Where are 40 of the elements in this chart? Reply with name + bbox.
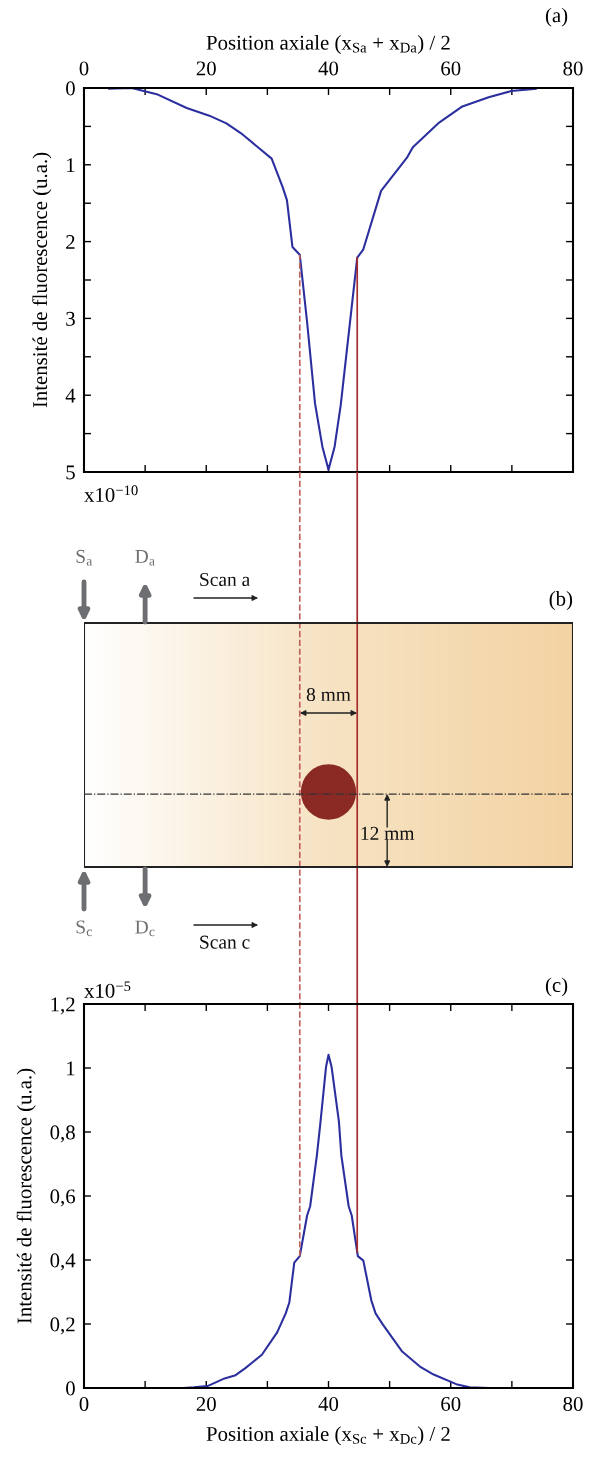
y-tick-label: 2 — [66, 235, 75, 249]
text: Scan a — [200, 572, 250, 587]
x-tick-label: 20 — [196, 61, 216, 76]
x-tick-label: 0 — [79, 1396, 89, 1411]
text: Scan c — [200, 935, 250, 949]
y-tick-label: 0,2 — [50, 1317, 75, 1335]
chart-title: (a) — [545, 7, 568, 27]
text: x10$^{−10}$ — [84, 485, 138, 502]
x-tick-label: 60 — [441, 1396, 461, 1411]
x-axis-title: Position axiale (x$_{Sa}$ + x$_{Da}$) / 2 — [206, 35, 450, 54]
x-tick-label: 40 — [318, 61, 339, 76]
text: x10$^{−5}$ — [84, 981, 131, 998]
y-tick-label: 3 — [66, 311, 75, 326]
text: S$_{a}$ — [76, 549, 93, 566]
chart-title: (c) — [545, 977, 568, 997]
x-axis-title: Position axiale (x$_{Sc}$ + x$_{Dc}$) / 2 — [206, 1426, 450, 1446]
y-tick-label: 0,8 — [50, 1125, 75, 1143]
text: 12 mm — [361, 826, 415, 840]
y-tick-label: 1,2 — [51, 997, 75, 1015]
x-tick-label: 80 — [563, 61, 583, 76]
y-tick-label: 4 — [65, 388, 76, 403]
text: D$_{c}$ — [135, 920, 155, 937]
y-axis-title: Intensité de fluorescence (u.a.) — [16, 1068, 36, 1324]
y-tick-label: 0 — [66, 1381, 75, 1396]
text: D$_{a}$ — [135, 550, 155, 566]
x-tick-label: 60 — [441, 61, 461, 76]
text: S$_{c}$ — [76, 920, 92, 937]
text: (b) — [549, 591, 573, 610]
y-tick-label: 5 — [66, 465, 75, 480]
y-tick-label: 1 — [67, 158, 75, 173]
y-tick-label: 0 — [66, 81, 75, 96]
x-tick-label: 40 — [318, 1396, 339, 1411]
y-tick-label: 0,4 — [50, 1253, 76, 1271]
y-tick-label: 1 — [67, 1061, 75, 1076]
text: 8 mm — [306, 687, 351, 702]
y-tick-label: 0,6 — [50, 1189, 76, 1207]
y-axis-title: Intensité de fluorescence (u.a.) — [32, 152, 52, 408]
x-tick-label: 20 — [196, 1396, 216, 1411]
x-tick-label: 0 — [79, 61, 89, 76]
x-tick-label: 80 — [563, 1396, 583, 1411]
